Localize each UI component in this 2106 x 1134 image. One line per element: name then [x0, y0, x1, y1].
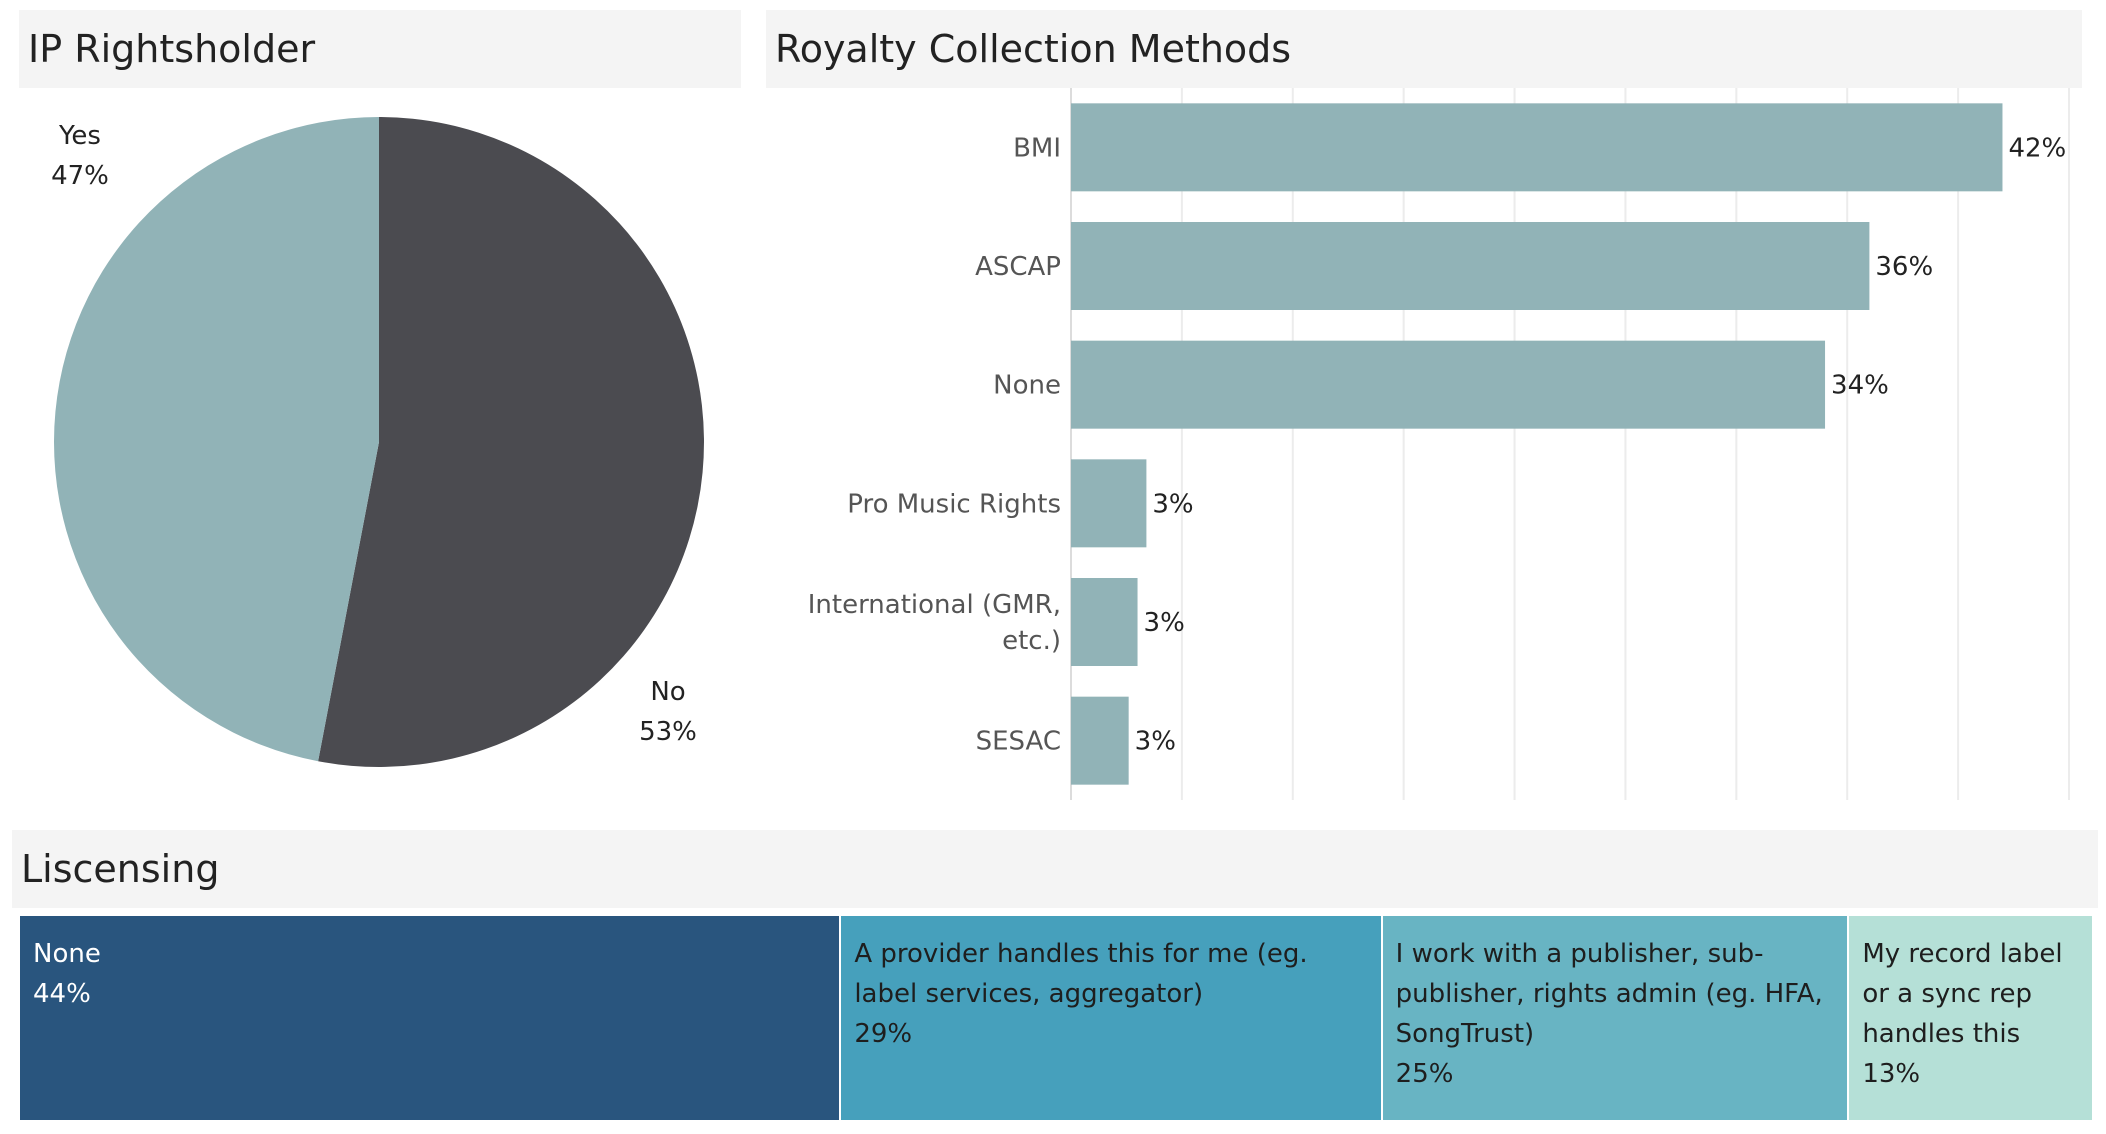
- pie-slice-yes: [53, 117, 380, 762]
- pie-slice-no: [318, 117, 704, 767]
- pie-chart: No 53% Yes 47%: [51, 117, 704, 767]
- bar-value-label: 3%: [1152, 489, 1193, 519]
- licensing-treemap: None 44% A provider handles this for me (e…: [20, 916, 2092, 1120]
- treemap-tile: I work with a publisher, sub-publisher, …: [1382, 916, 1850, 1120]
- treemap-tile-value: 44%: [33, 979, 91, 1009]
- bar-bmi: [1071, 103, 2003, 192]
- treemap-tile-label: I work with a publisher, sub-publisher, …: [1395, 939, 1823, 1049]
- treemap-tile: My record label or a sync rep handles th…: [1849, 916, 2092, 1120]
- bar-ascap: [1071, 222, 1870, 310]
- treemap-tile-label: My record label or a sync rep handles th…: [1862, 939, 2063, 1049]
- pie-value-no: 53%: [639, 717, 697, 747]
- treemap-tile-value: 13%: [1862, 1059, 1921, 1089]
- bar-sesac: [1071, 696, 1129, 785]
- treemap-tile-label: None: [33, 939, 101, 969]
- bar-category-label: None: [993, 371, 1061, 401]
- bar-international-gmr-etc-: [1071, 578, 1138, 666]
- bar-value-label: 36%: [1875, 252, 1933, 282]
- bar-category-label: etc.): [1002, 626, 1061, 656]
- pie-panel-title: IP Rightsholder: [28, 27, 316, 71]
- bar-value-label: 3%: [1135, 727, 1176, 757]
- bar-panel-title: Royalty Collection Methods: [775, 27, 1292, 71]
- treemap-tile: A provider handles this for me (eg. labe…: [841, 916, 1383, 1120]
- treemap-tile-value: 25%: [1395, 1059, 1454, 1089]
- bar-value-label: 34%: [1831, 371, 1889, 401]
- pie-value-yes: 47%: [51, 161, 109, 191]
- bar-panel-header: Royalty Collection Methods: [766, 10, 2082, 88]
- bar-pro-music-rights: [1071, 459, 1147, 548]
- bar-category-label: SESAC: [976, 727, 1061, 757]
- treemap-tile: None 44%: [20, 916, 842, 1120]
- tree-panel-title: Liscensing: [21, 847, 220, 891]
- pie-panel-header: IP Rightsholder: [19, 10, 741, 88]
- bar-category-label: International (GMR,: [808, 590, 1061, 620]
- bar-category-label: BMI: [1013, 133, 1061, 163]
- bar-chart: BMI 42% ASCAP 36% None 34% Pro Music Rights 3% I…: [808, 88, 2070, 800]
- treemap-tile-label: A provider handles this for me (eg. labe…: [854, 939, 1308, 1009]
- bar-none: [1071, 340, 1826, 429]
- treemap-tile-value: 29%: [854, 1019, 913, 1049]
- pie-label-yes: Yes: [58, 121, 101, 151]
- tree-panel-header: Liscensing: [12, 830, 2098, 908]
- bar-value-label: 42%: [2008, 133, 2066, 163]
- bar-value-label: 3%: [1144, 608, 1185, 638]
- bar-category-label: ASCAP: [975, 252, 1061, 282]
- pie-label-no: No: [650, 677, 685, 707]
- bar-category-label: Pro Music Rights: [847, 489, 1061, 519]
